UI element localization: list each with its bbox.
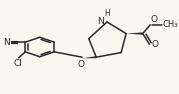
Text: O: O xyxy=(151,40,158,49)
Text: O: O xyxy=(77,60,84,69)
Polygon shape xyxy=(82,56,96,58)
Polygon shape xyxy=(126,32,143,35)
Text: H: H xyxy=(104,9,110,18)
Text: O: O xyxy=(151,15,158,24)
Text: N: N xyxy=(3,38,10,47)
Text: N: N xyxy=(97,17,104,26)
Text: CH₃: CH₃ xyxy=(162,20,178,29)
Text: Cl: Cl xyxy=(13,59,22,68)
